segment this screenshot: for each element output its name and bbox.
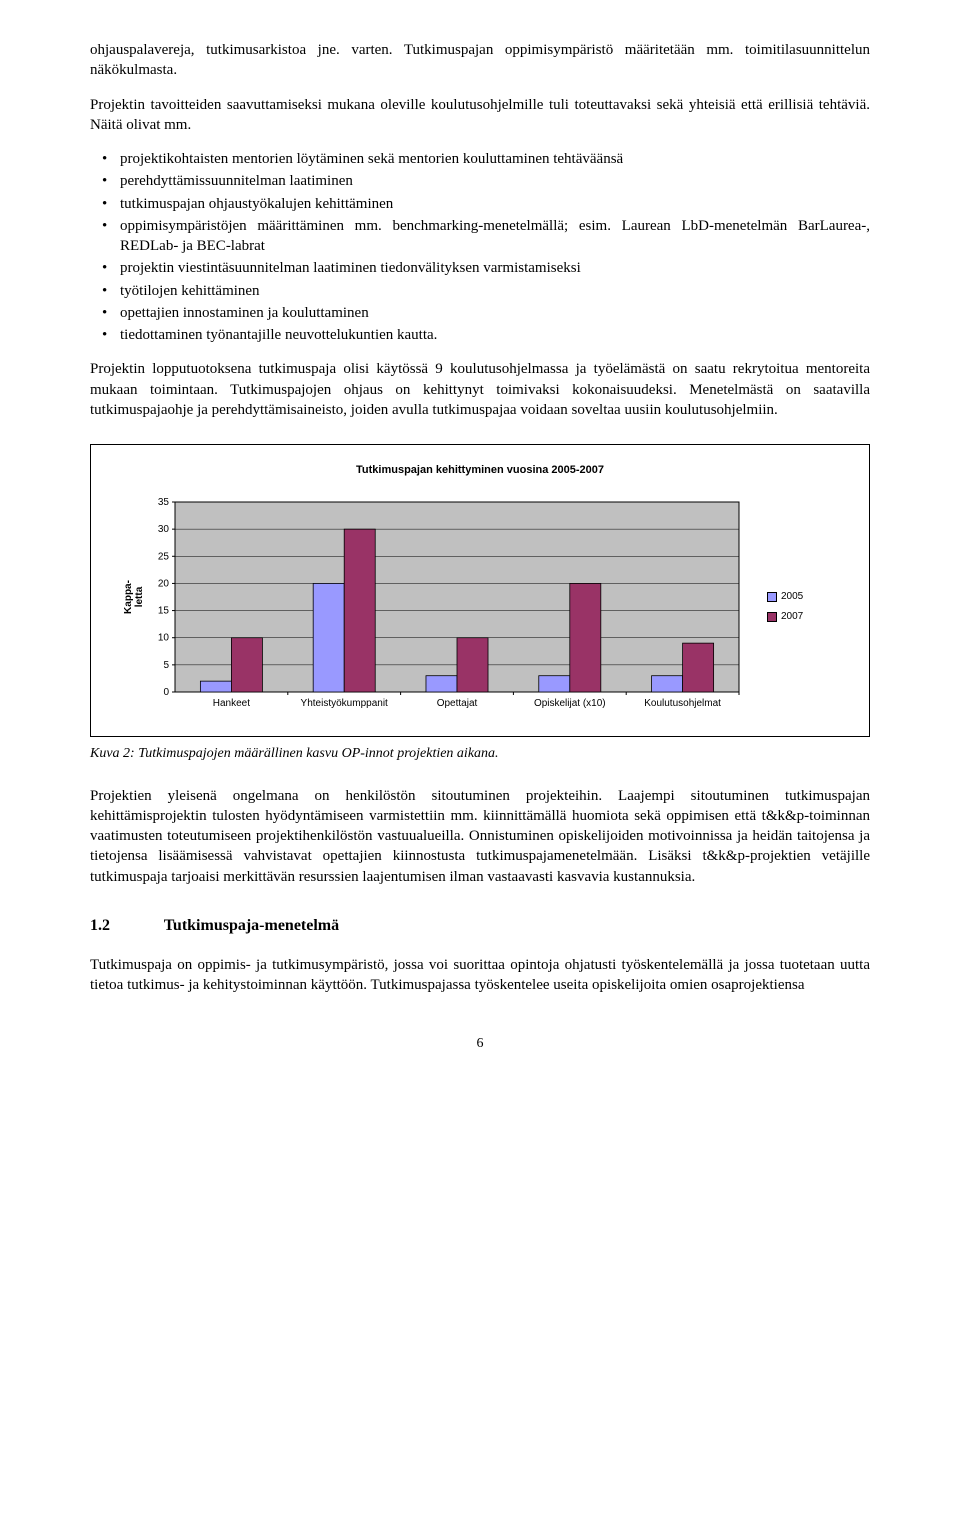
chart-container: Tutkimuspajan kehittyminen vuosina 2005-… xyxy=(90,444,870,737)
svg-text:Koulutusohjelmat: Koulutusohjelmat xyxy=(644,698,721,709)
svg-text:25: 25 xyxy=(158,551,170,562)
bullet-item: projektin viestintäsuunnitelman laatimin… xyxy=(90,258,870,278)
section-title: Tutkimuspaja-menetelmä xyxy=(164,917,339,934)
bar-chart: 0 5 10 15 20 25 30 35 Hankeet Yhteistyökumppanit O… xyxy=(119,492,759,722)
svg-text:Yhteistyökumppanit: Yhteistyökumppanit xyxy=(301,698,388,709)
legend-swatch xyxy=(767,592,777,602)
bullet-item: tiedottaminen työnantajille neuvotteluku… xyxy=(90,325,870,345)
svg-text:20: 20 xyxy=(158,578,170,589)
svg-text:Hankeet: Hankeet xyxy=(213,698,250,709)
intro-paragraph: ohjauspalavereja, tutkimusarkistoa jne. … xyxy=(90,40,870,81)
legend-label: 2005 xyxy=(781,590,803,604)
svg-text:Opiskelijat (x10): Opiskelijat (x10) xyxy=(534,698,606,709)
final-paragraph: Tutkimuspaja on oppimis- ja tutkimusympä… xyxy=(90,955,870,996)
bullet-item: perehdyttämissuunnitelman laatiminen xyxy=(90,171,870,191)
svg-text:30: 30 xyxy=(158,524,170,535)
bullet-list: projektikohtaisten mentorien löytäminen … xyxy=(90,149,870,345)
svg-text:5: 5 xyxy=(163,660,169,671)
section-heading: 1.2 Tutkimuspaja-menetelmä xyxy=(90,915,870,937)
svg-text:10: 10 xyxy=(158,633,170,644)
legend-item: 2005 xyxy=(767,590,803,604)
svg-text:35: 35 xyxy=(158,497,170,508)
bullet-item: työtilojen kehittäminen xyxy=(90,281,870,301)
svg-text:0: 0 xyxy=(163,687,169,698)
legend-label: 2007 xyxy=(781,610,803,624)
svg-text:Opettajat: Opettajat xyxy=(437,698,478,709)
page-number: 6 xyxy=(90,1035,870,1054)
svg-text:Kappa-letta: Kappa-letta xyxy=(123,580,145,614)
figure-caption: Kuva 2: Tutkimuspajojen määrällinen kasv… xyxy=(90,745,870,764)
legend-item: 2007 xyxy=(767,610,803,624)
legend-swatch xyxy=(767,612,777,622)
para-after-bullets: Projektin lopputuotoksena tutkimuspaja o… xyxy=(90,359,870,420)
para-before-bullets: Projektin tavoitteiden saavuttamiseksi m… xyxy=(90,95,870,136)
bullet-item: oppimisympäristöjen määrittäminen mm. be… xyxy=(90,216,870,257)
bullet-item: projektikohtaisten mentorien löytäminen … xyxy=(90,149,870,169)
svg-text:15: 15 xyxy=(158,605,170,616)
chart-title: Tutkimuspajan kehittyminen vuosina 2005-… xyxy=(119,463,841,478)
bullet-item: tutkimuspajan ohjaustyökalujen kehittämi… xyxy=(90,194,870,214)
chart-legend: 2005 2007 xyxy=(759,492,803,722)
para-after-chart: Projektien yleisenä ongelmana on henkilö… xyxy=(90,786,870,887)
section-number: 1.2 xyxy=(90,915,160,937)
bullet-item: opettajien innostaminen ja kouluttaminen xyxy=(90,303,870,323)
